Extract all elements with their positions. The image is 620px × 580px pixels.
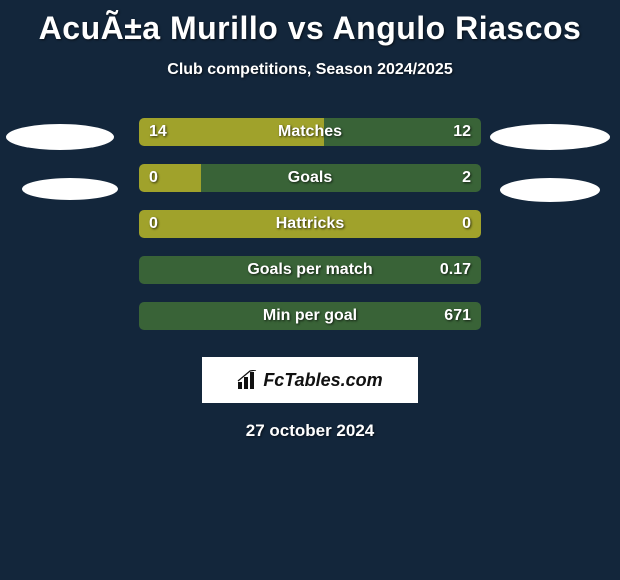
chart-date: 27 october 2024 <box>0 421 620 441</box>
bar-track: Goals0 2 <box>139 164 481 192</box>
stat-label: Matches <box>139 118 481 146</box>
decorative-ellipse <box>500 178 600 202</box>
stat-label: Goals per match <box>139 256 481 284</box>
logo-text: FcTables.com <box>263 370 382 391</box>
stat-value-right: 671 <box>444 302 471 330</box>
stat-label: Min per goal <box>139 302 481 330</box>
decorative-ellipse <box>22 178 118 200</box>
stat-value-right: 0.17 <box>440 256 471 284</box>
stat-row: Min per goal671 <box>0 293 620 339</box>
stat-label: Hattricks <box>139 210 481 238</box>
bar-track: Hattricks0 0 <box>139 210 481 238</box>
stat-label: Goals <box>139 164 481 192</box>
stat-value-left: 0 <box>149 164 158 192</box>
chart-subtitle: Club competitions, Season 2024/2025 <box>0 61 620 79</box>
stat-row: Hattricks0 0 <box>0 201 620 247</box>
logo-box: FcTables.com <box>202 357 418 403</box>
stat-value-right: 0 <box>462 210 471 238</box>
stat-value-right: 2 <box>462 164 471 192</box>
stat-row: Goals per match0.17 <box>0 247 620 293</box>
logo-inner: FcTables.com <box>237 370 382 391</box>
stat-value-left: 0 <box>149 210 158 238</box>
stat-value-left: 14 <box>149 118 167 146</box>
bars-icon <box>237 370 259 390</box>
bar-track: Min per goal671 <box>139 302 481 330</box>
bar-track: Goals per match0.17 <box>139 256 481 284</box>
decorative-ellipse <box>490 124 610 150</box>
chart-container: AcuÃ±a Murillo vs Angulo Riascos Club co… <box>0 0 620 441</box>
bar-track: Matches14 12 <box>139 118 481 146</box>
chart-title: AcuÃ±a Murillo vs Angulo Riascos <box>0 10 620 47</box>
stat-value-right: 12 <box>453 118 471 146</box>
decorative-ellipse <box>6 124 114 150</box>
